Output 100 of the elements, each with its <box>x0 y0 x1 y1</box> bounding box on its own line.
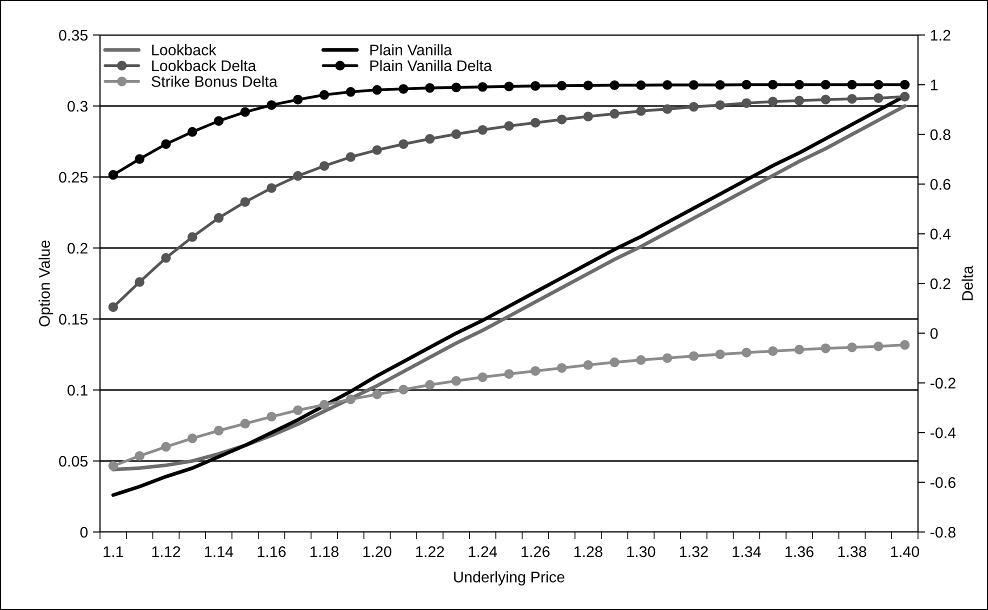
x-tick-label: 1.30 <box>627 546 656 558</box>
point <box>874 93 884 103</box>
legend-label: Lookback Delta <box>152 60 256 72</box>
y2-tick-label: -0.8 <box>930 526 956 538</box>
y2-tick-label: 1 <box>930 80 938 90</box>
legend-label: Plain Vanilla <box>370 44 452 56</box>
y2-axis-title: Delta <box>962 266 973 300</box>
point <box>556 114 567 124</box>
y-tick-label: 0.2 <box>68 242 88 254</box>
x-tick-label: 1.40 <box>891 546 920 558</box>
x-tick-label: 1.24 <box>468 546 498 557</box>
x-tick-label: 1.14 <box>205 546 234 557</box>
point <box>742 98 752 108</box>
point <box>610 357 620 368</box>
point <box>240 197 250 207</box>
point <box>874 342 884 352</box>
y2-tick-label: -0.2 <box>930 378 956 389</box>
point <box>240 418 250 429</box>
point <box>662 353 672 363</box>
point <box>610 108 620 119</box>
point <box>346 394 356 404</box>
point <box>214 426 224 436</box>
point <box>742 80 752 90</box>
point <box>451 376 462 386</box>
point <box>398 84 408 94</box>
point <box>161 442 171 452</box>
x-tick-label: 1.34 <box>732 546 761 558</box>
point <box>266 100 276 110</box>
point <box>794 80 804 90</box>
point <box>266 412 276 422</box>
point <box>636 106 646 116</box>
point <box>688 102 699 112</box>
point <box>108 461 118 471</box>
point <box>820 80 831 90</box>
point <box>478 125 488 135</box>
point <box>451 82 462 92</box>
point <box>820 94 831 104</box>
legend-label: Strike Bonus Delta <box>152 76 278 87</box>
point <box>662 80 672 90</box>
point <box>583 112 594 122</box>
point <box>478 372 488 382</box>
point <box>346 87 356 97</box>
point <box>715 80 725 90</box>
x-tick-label: 1.16 <box>258 546 286 558</box>
point <box>504 82 514 92</box>
point <box>768 96 778 106</box>
point <box>187 433 198 444</box>
x-tick-label: 1.18 <box>310 546 338 558</box>
point <box>768 80 778 90</box>
point <box>293 171 303 181</box>
point <box>636 355 646 365</box>
point <box>187 127 198 137</box>
x-tick-label: 1.22 <box>416 546 444 557</box>
point <box>504 121 514 131</box>
point <box>108 170 118 180</box>
y-tick-label: 0.3 <box>68 100 88 112</box>
point <box>240 107 250 117</box>
x-tick-label: 1.1 <box>104 546 124 557</box>
point <box>134 154 144 164</box>
point <box>768 346 778 356</box>
point <box>108 302 118 312</box>
point <box>556 80 567 91</box>
point <box>530 366 540 376</box>
point <box>530 118 540 128</box>
y2-tick-label: 0.8 <box>930 129 950 140</box>
point <box>583 360 594 370</box>
x-tick-label: 1.38 <box>838 546 866 558</box>
y-tick-label: 0.1 <box>68 384 88 396</box>
point <box>214 213 224 223</box>
point <box>319 400 330 410</box>
point <box>451 129 462 140</box>
point <box>874 80 884 90</box>
point <box>424 380 435 390</box>
y-tick-label: 0.05 <box>59 456 88 467</box>
x-tick-label: 1.26 <box>522 546 550 558</box>
point <box>478 82 488 92</box>
point <box>820 343 831 354</box>
point <box>424 83 435 93</box>
point <box>583 80 594 90</box>
point <box>847 342 857 352</box>
legend-label: Plain Vanilla Delta <box>370 60 492 72</box>
y-tick-label: 0.25 <box>59 172 88 183</box>
y2-tick-label: 0.6 <box>930 178 950 190</box>
x-axis-title: Underlying Price <box>454 571 564 586</box>
point <box>346 152 356 162</box>
point <box>161 139 171 149</box>
point <box>715 349 725 360</box>
y2-tick-label: 0 <box>930 328 938 339</box>
point <box>636 80 646 90</box>
legend-label: Lookback <box>152 44 216 56</box>
x-tick-label: 1.20 <box>363 546 392 558</box>
point <box>742 348 752 358</box>
point <box>134 451 144 461</box>
x-tick-label: 1.32 <box>680 546 708 558</box>
point <box>372 85 382 95</box>
point <box>530 81 540 91</box>
point <box>610 80 620 90</box>
y-tick-label: 0.15 <box>59 314 88 325</box>
point <box>161 253 171 263</box>
point <box>187 232 198 242</box>
